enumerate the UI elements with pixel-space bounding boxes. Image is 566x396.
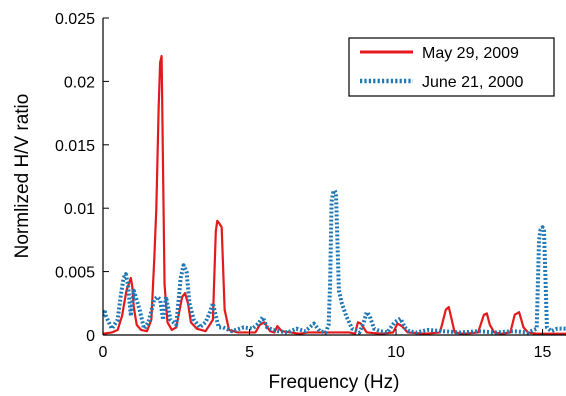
axes: 0 5 10 15 0 0.005 0.01 0.015 0.02 0.025 [55,11,566,361]
x-axis-label: Frequency (Hz) [269,372,400,393]
series-line-1 [103,188,566,335]
legend-label-may-2009: May 29, 2009 [422,45,519,62]
x-tick-label: 10 [387,344,405,361]
y-tick-label: 0.005 [55,265,95,282]
y-tick-label: 0.025 [55,11,95,28]
y-tick-label: 0.01 [64,201,95,218]
series-layer [103,54,566,335]
x-tick-label: 5 [245,344,254,361]
x-tick-label: 0 [99,344,108,361]
legend-box [348,37,555,97]
y-tick-label: 0.015 [55,138,95,155]
legend: May 29, 2009 June 21, 2000 [348,37,555,97]
y-tick-label: 0 [86,328,95,345]
x-tick-label: 15 [534,344,552,361]
legend-label-june-2000: June 21, 2000 [422,74,524,91]
y-tick-label: 0.02 [64,74,95,91]
y-axis-label: Normlized H/V ratio [12,94,33,259]
